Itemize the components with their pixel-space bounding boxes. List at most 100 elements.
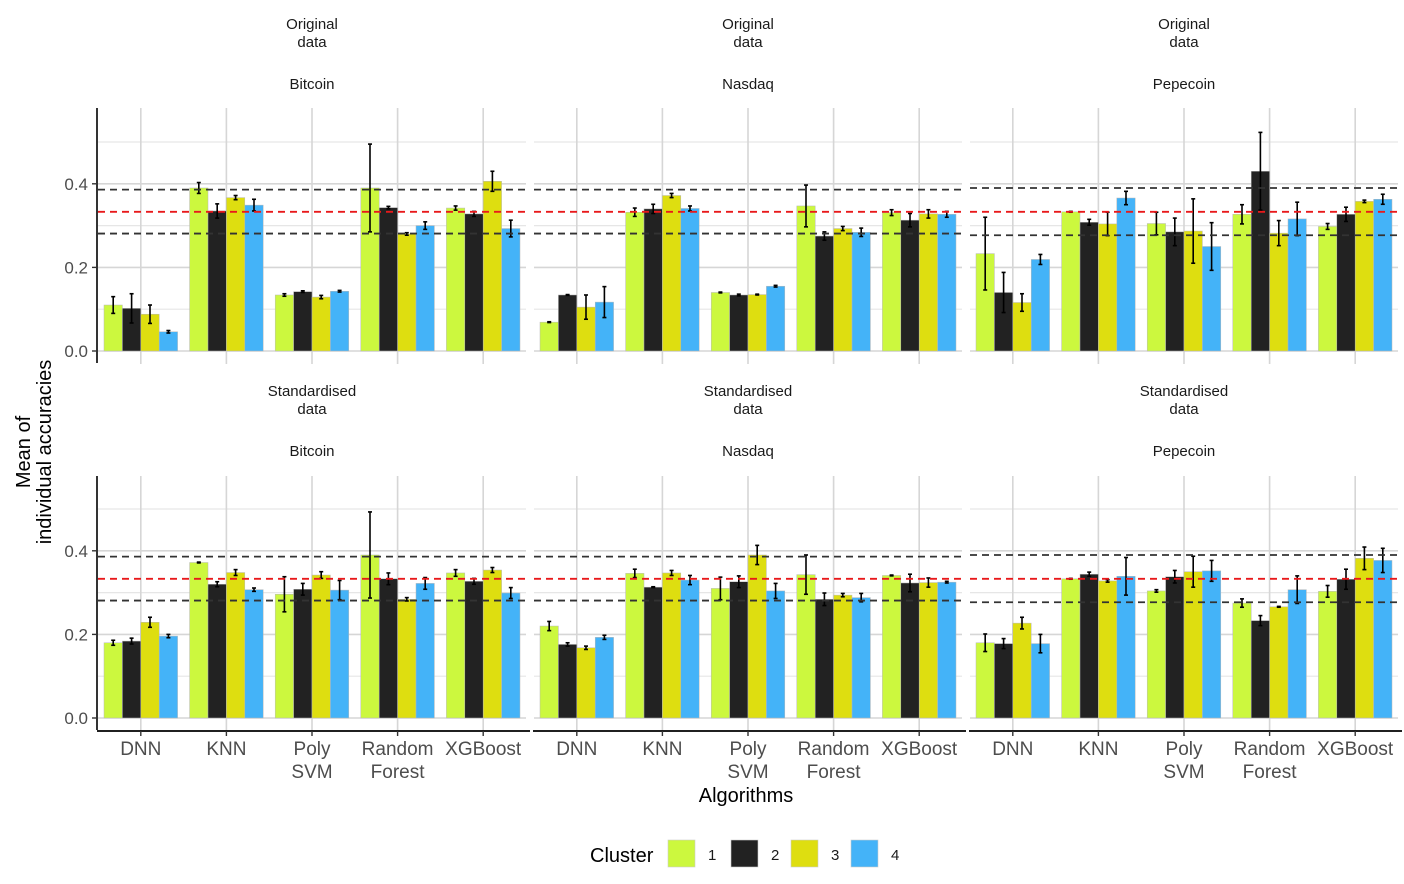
- legend-label-2: 2: [771, 847, 779, 864]
- bar-cluster-3: [1183, 571, 1203, 719]
- bar-cluster-1: [710, 292, 730, 352]
- strip-label-data-type: Original data: [1158, 16, 1210, 51]
- bar-cluster-4: [330, 589, 350, 719]
- error-bar: [840, 592, 845, 598]
- error-bar: [1209, 221, 1214, 272]
- error-bar: [926, 577, 931, 588]
- bar-cluster-4: [1116, 197, 1136, 352]
- bar-cluster-3: [1269, 232, 1289, 352]
- error-bar: [602, 634, 607, 641]
- bar-cluster-1: [882, 575, 902, 719]
- bar-cluster-4: [415, 583, 435, 719]
- bar-cluster-3: [311, 574, 331, 719]
- legend-swatch-3: [790, 839, 819, 868]
- x-tick-label: XGBoost: [1317, 739, 1394, 760]
- bar-cluster-4: [244, 589, 264, 719]
- bar-cluster-1: [1318, 591, 1338, 719]
- error-bar: [773, 284, 778, 288]
- bar-cluster-1: [189, 562, 209, 719]
- bar-cluster-2: [558, 644, 578, 719]
- bar-cluster-3: [1012, 622, 1032, 719]
- bar-cluster-3: [397, 599, 417, 719]
- y-axis-label-line2: individual accuracies: [34, 360, 56, 545]
- error-bar: [196, 181, 201, 195]
- error-bar: [584, 294, 588, 321]
- y-tick-label: 0.4: [64, 175, 88, 194]
- bar-cluster-2: [994, 643, 1014, 719]
- error-bar: [1325, 222, 1330, 231]
- bar-cluster-3: [140, 622, 160, 719]
- bar-cluster-2: [293, 291, 313, 352]
- error-bar: [547, 320, 552, 324]
- error-bar: [1209, 559, 1214, 583]
- bar-cluster-2: [1079, 573, 1099, 719]
- error-bar: [215, 580, 220, 588]
- error-bar: [736, 293, 741, 297]
- bar-cluster-1: [274, 594, 294, 719]
- error-bar: [983, 633, 988, 653]
- error-bar: [1380, 547, 1385, 574]
- legend-title: Cluster: [590, 845, 654, 867]
- error-bar: [453, 568, 458, 578]
- bar-cluster-4: [244, 204, 264, 352]
- error-bar: [804, 184, 808, 228]
- bar-cluster-4: [851, 232, 871, 352]
- error-bar: [1258, 614, 1263, 627]
- error-bar: [1087, 218, 1092, 226]
- bar-cluster-1: [539, 321, 559, 352]
- error-bar: [1038, 633, 1043, 654]
- bar-cluster-2: [643, 208, 663, 352]
- error-bar: [926, 208, 931, 219]
- y-tick-label: 0.0: [64, 342, 88, 361]
- error-bar: [1380, 193, 1385, 206]
- x-tick-label: XGBoost: [881, 739, 958, 760]
- error-bar: [1276, 219, 1281, 247]
- bar-cluster-3: [1269, 606, 1289, 719]
- error-bar: [1276, 605, 1281, 609]
- x-tick-label: KNN: [642, 739, 682, 760]
- error-bar: [368, 143, 372, 233]
- error-bar: [908, 573, 912, 593]
- error-bar: [404, 231, 409, 237]
- error-bar: [773, 582, 778, 600]
- error-bar: [300, 290, 305, 294]
- bar-cluster-3: [311, 296, 331, 352]
- bar-cluster-4: [158, 331, 178, 352]
- bar-cluster-2: [643, 586, 663, 719]
- error-bar: [1172, 217, 1177, 247]
- bar-cluster-2: [1250, 620, 1270, 719]
- bar-cluster-1: [1146, 590, 1166, 719]
- error-bar: [252, 587, 256, 593]
- bar-cluster-1: [710, 588, 730, 719]
- strip-label-asset: Bitcoin: [289, 76, 334, 93]
- error-bar: [129, 637, 134, 645]
- x-tick-label: KNN: [1078, 739, 1118, 760]
- bar-cluster-3: [397, 233, 417, 352]
- x-tick-label: Poly SVM: [1163, 739, 1204, 783]
- error-bar: [602, 285, 607, 319]
- error-bar: [755, 293, 760, 296]
- bar-cluster-2: [1079, 222, 1099, 352]
- x-tick-label: Poly SVM: [727, 739, 768, 783]
- bar-cluster-2: [122, 640, 142, 719]
- strip-label-data-type: Standardised data: [1140, 383, 1228, 418]
- panel-bitcoin-standardised: Standardised data Bitcoin 0.0 0.2 0.4 DNN KNN Po…: [64, 383, 530, 783]
- error-bar: [1172, 569, 1177, 584]
- bar-cluster-4: [594, 637, 614, 719]
- legend-swatch-1: [667, 839, 696, 868]
- y-tick-label: 0.2: [64, 625, 88, 644]
- strip-label-data-type: Original data: [286, 16, 338, 51]
- error-bar: [669, 569, 674, 577]
- error-bar: [1325, 584, 1330, 598]
- bar-cluster-4: [937, 214, 957, 352]
- bar-cluster-4: [158, 635, 178, 719]
- panel-nasdaq-original: Original data Nasdaq: [534, 16, 962, 364]
- error-bar: [337, 289, 342, 293]
- bar-cluster-1: [539, 625, 559, 719]
- panel-bitcoin-original: Original data Bitcoin 0.0 0.2 0.4: [64, 16, 526, 364]
- bar-cluster-3: [576, 647, 596, 719]
- error-bar: [368, 511, 372, 599]
- error-bar: [1020, 292, 1024, 313]
- bar-cluster-4: [766, 285, 786, 352]
